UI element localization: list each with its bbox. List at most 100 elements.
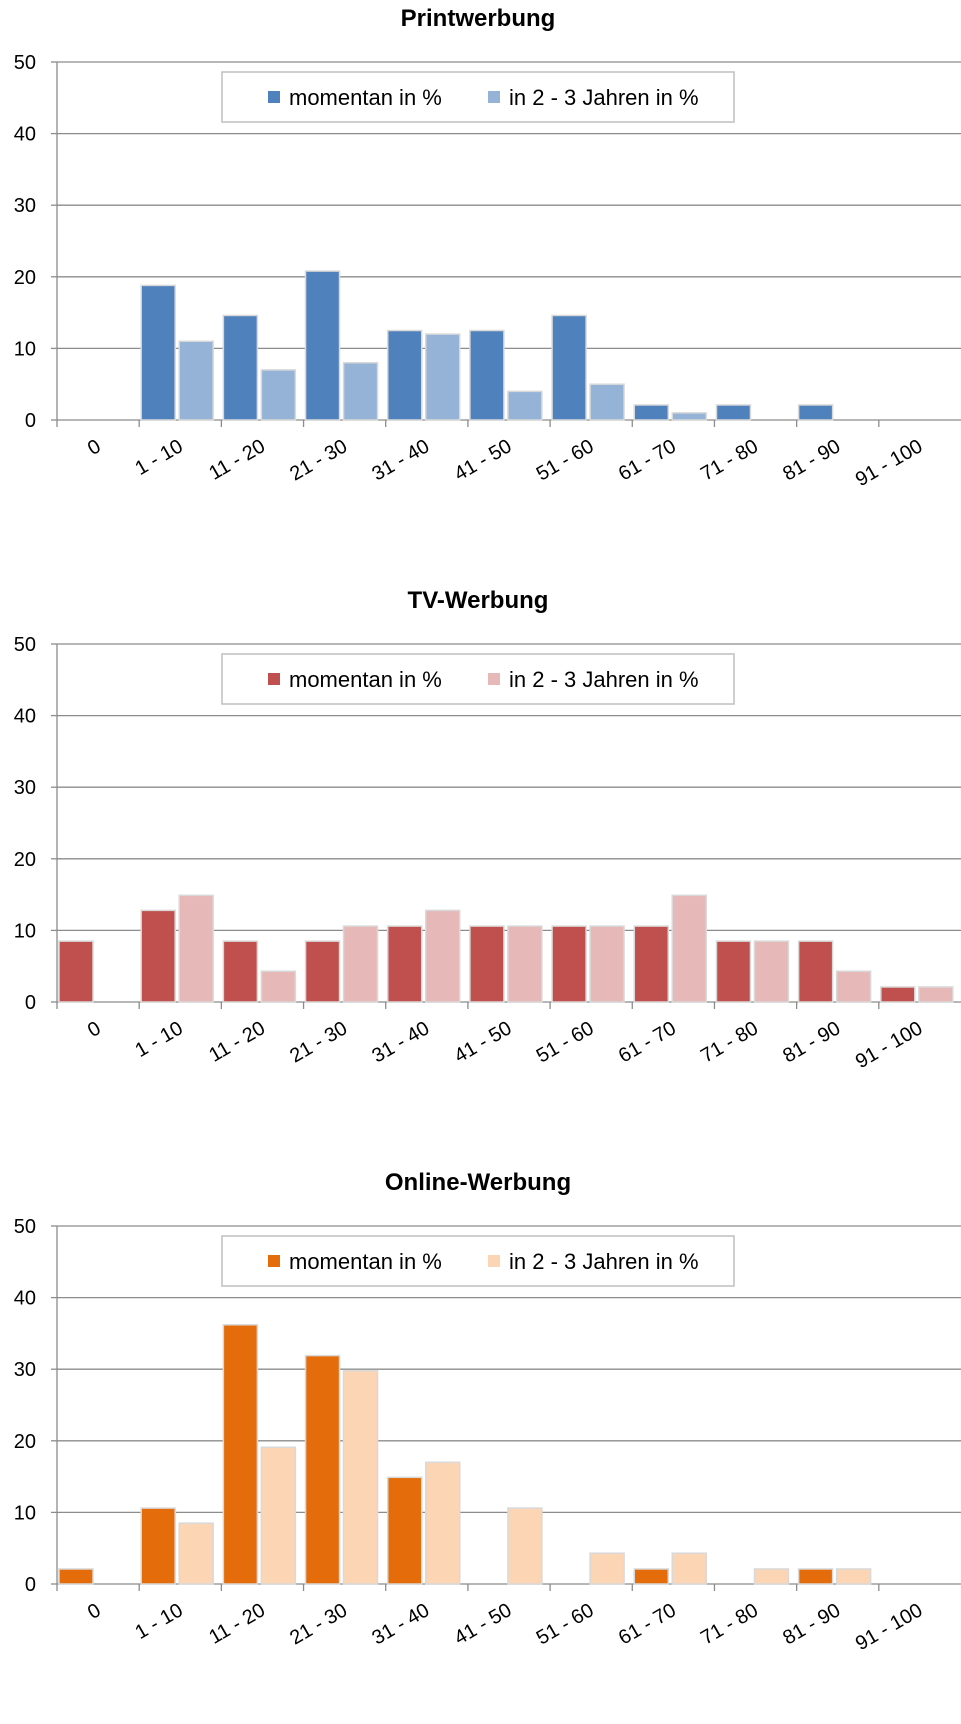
bar-in-2-3-jahren — [342, 361, 379, 421]
bar-in-2-3-jahren — [260, 369, 297, 421]
y-tick-label: 0 — [25, 1574, 36, 1596]
bar-momentan — [304, 940, 341, 1003]
x-tick-label: 71 - 80 — [697, 435, 762, 485]
x-tick-label: 41 - 50 — [451, 1017, 516, 1067]
legend-label: momentan in % — [289, 85, 442, 110]
bar-in-2-3-jahren — [589, 1552, 625, 1585]
bar-in-2-3-jahren — [918, 986, 954, 1003]
bar-momentan — [797, 940, 834, 1003]
bar-momentan — [386, 1476, 423, 1585]
y-tick-label: 40 — [14, 1288, 36, 1310]
bar-momentan — [797, 1568, 834, 1585]
legend-label: in 2 - 3 Jahren in % — [509, 667, 699, 692]
bar-momentan — [469, 329, 505, 421]
legend-label: in 2 - 3 Jahren in % — [509, 85, 699, 110]
bar-momentan — [222, 314, 259, 421]
x-tick-label: 31 - 40 — [368, 435, 433, 485]
x-tick-label: 1 - 10 — [131, 1017, 186, 1062]
bar-in-2-3-jahren — [424, 333, 461, 421]
x-tick-label: 41 - 50 — [451, 435, 516, 485]
bar-in-2-3-jahren — [260, 970, 297, 1003]
bar-in-2-3-jahren — [342, 925, 379, 1003]
x-tick-label: 41 - 50 — [451, 1599, 516, 1649]
chart-printwerbung: Printwerbung 0 10 20 30 40 50 0 1 - 10 11 - 20 21 … — [0, 0, 961, 560]
bar-momentan — [633, 925, 670, 1003]
chart-online-werbung: Online-Werbung 0 10 20 30 40 50 0 1 - 10 11 - 20 2… — [0, 1164, 961, 1724]
bar-in-2-3-jahren — [424, 1461, 461, 1585]
bar-momentan — [58, 1568, 94, 1585]
bar-in-2-3-jahren — [178, 1522, 214, 1585]
bar-in-2-3-jahren — [507, 1507, 543, 1585]
bar-momentan — [633, 404, 670, 421]
legend-swatch — [268, 1255, 280, 1267]
y-tick-label: 50 — [14, 1216, 36, 1238]
x-tick-label: 61 - 70 — [615, 435, 680, 485]
chart-svg: Online-Werbung 0 10 20 30 40 50 0 1 - 10 11 - 20 2… — [14, 1169, 961, 1655]
bar-in-2-3-jahren — [753, 940, 790, 1003]
legend-swatch — [488, 1255, 500, 1267]
bar-momentan — [469, 925, 505, 1003]
chart-svg: Printwerbung 0 10 20 30 40 50 0 1 - 10 11 - 20 21 … — [14, 5, 961, 491]
x-tick-label: 61 - 70 — [615, 1017, 680, 1067]
bar-in-2-3-jahren — [507, 390, 543, 421]
bar-in-2-3-jahren — [753, 1568, 790, 1585]
x-tick-label: 51 - 60 — [533, 1017, 598, 1067]
bar-momentan — [386, 925, 423, 1003]
bar-momentan — [222, 940, 259, 1003]
x-tick-label: 11 - 20 — [205, 435, 269, 484]
x-tick-label: 71 - 80 — [697, 1017, 762, 1067]
bar-in-2-3-jahren — [507, 925, 543, 1003]
x-tick-label: 1 - 10 — [131, 435, 186, 480]
bar-momentan — [140, 909, 176, 1003]
legend-swatch — [268, 673, 280, 685]
bar-momentan — [58, 940, 94, 1003]
x-tick-label: 81 - 90 — [779, 1599, 844, 1649]
chart-tv-werbung: TV-Werbung 0 10 20 30 40 50 0 1 - 10 11 - 20 21 - … — [0, 582, 961, 1142]
y-tick-label: 10 — [14, 920, 36, 942]
legend-swatch — [488, 91, 500, 103]
bar-in-2-3-jahren — [835, 970, 872, 1003]
bar-momentan — [715, 404, 752, 421]
x-tick-label: 31 - 40 — [368, 1599, 433, 1649]
legend-swatch — [488, 673, 500, 685]
x-tick-label: 0 — [84, 1599, 105, 1624]
legend-box — [221, 71, 735, 123]
y-tick-label: 30 — [14, 195, 36, 217]
y-tick-label: 50 — [14, 634, 36, 656]
x-tick-label: 11 - 20 — [205, 1599, 269, 1648]
bar-in-2-3-jahren — [589, 383, 625, 421]
x-tick-label: 61 - 70 — [615, 1599, 680, 1649]
x-tick-label: 21 - 30 — [286, 1599, 351, 1649]
bar-momentan — [551, 314, 587, 421]
y-tick-label: 40 — [14, 124, 36, 146]
y-tick-label: 20 — [14, 267, 36, 289]
bar-in-2-3-jahren — [835, 1568, 872, 1585]
bar-in-2-3-jahren — [178, 340, 214, 421]
y-tick-label: 0 — [25, 992, 36, 1014]
x-tick-label: 91 - 100 — [852, 435, 927, 491]
bar-momentan — [715, 940, 752, 1003]
chart-title: Online-Werbung — [385, 1169, 571, 1196]
legend-box — [221, 1235, 735, 1287]
x-tick-label: 31 - 40 — [368, 1017, 433, 1067]
bar-in-2-3-jahren — [671, 894, 708, 1003]
bar-momentan — [140, 1507, 176, 1585]
legend-label: in 2 - 3 Jahren in % — [509, 1249, 699, 1274]
x-tick-label: 71 - 80 — [697, 1599, 762, 1649]
y-tick-label: 20 — [14, 1431, 36, 1453]
bar-momentan — [304, 1354, 341, 1585]
legend-box — [221, 653, 735, 705]
chart-title: TV-Werbung — [408, 587, 549, 614]
legend-swatch — [268, 91, 280, 103]
y-tick-label: 30 — [14, 1359, 36, 1381]
bar-in-2-3-jahren — [589, 925, 625, 1003]
y-tick-label: 0 — [25, 410, 36, 432]
y-tick-label: 30 — [14, 777, 36, 799]
x-tick-label: 0 — [84, 435, 105, 460]
bar-momentan — [880, 986, 916, 1003]
bar-in-2-3-jahren — [342, 1369, 379, 1585]
y-tick-label: 40 — [14, 706, 36, 728]
x-tick-label: 21 - 30 — [286, 1017, 351, 1067]
x-tick-label: 91 - 100 — [852, 1599, 927, 1655]
chart-title: Printwerbung — [401, 5, 556, 32]
